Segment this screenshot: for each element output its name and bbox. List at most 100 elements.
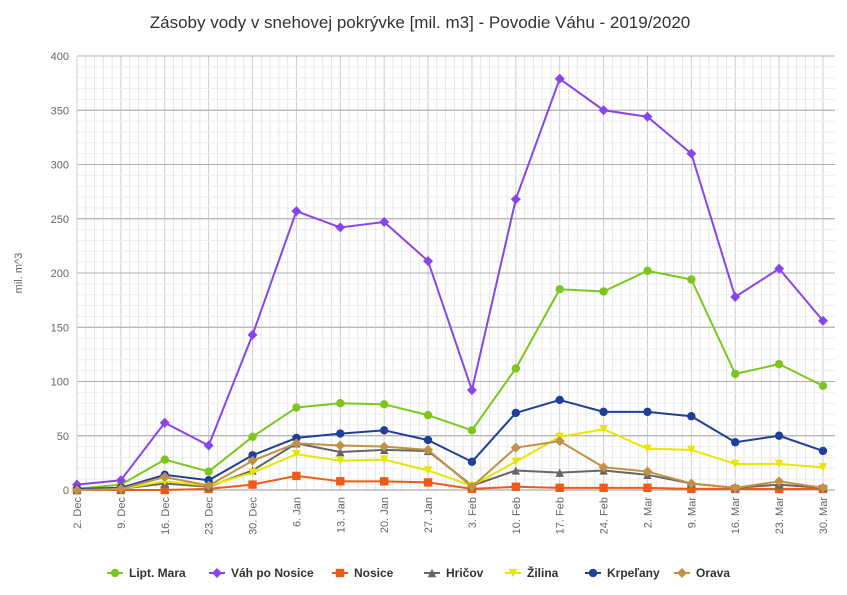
chart-title: Zásoby vody v snehovej pokrývke [mil. m3… — [150, 13, 691, 32]
data-point — [774, 263, 785, 274]
data-point — [687, 445, 696, 455]
x-tick-label: 17. Feb — [555, 497, 567, 534]
series-line — [77, 474, 823, 491]
data-point — [643, 483, 652, 493]
data-point — [203, 440, 214, 451]
x-tick-label: 6. Jan — [291, 497, 303, 527]
data-point — [818, 381, 828, 391]
data-point — [774, 431, 784, 440]
legend-item: Krpeľany — [585, 566, 660, 580]
data-point — [467, 457, 477, 466]
data-point — [203, 480, 214, 491]
data-point — [379, 441, 390, 452]
data-point — [643, 266, 652, 276]
data-point — [335, 440, 346, 451]
data-point — [292, 471, 301, 481]
data-point — [686, 478, 697, 489]
data-point — [510, 194, 521, 205]
y-tick-label: 50 — [57, 431, 69, 443]
data-point — [292, 433, 301, 443]
x-tick-label: 23. Mar — [774, 497, 786, 535]
data-point — [160, 485, 169, 495]
x-tick-label: 20. Jan — [379, 497, 391, 533]
legend-label: Nosice — [354, 566, 394, 580]
series-layer — [72, 73, 828, 495]
data-point — [731, 438, 740, 447]
series-6 — [72, 436, 828, 495]
data-point — [599, 407, 608, 417]
data-point — [335, 222, 346, 233]
x-tick-label: 30. Mar — [818, 497, 830, 535]
legend-item: Orava — [674, 566, 730, 580]
legend-label: Lipt. Mara — [129, 566, 186, 580]
data-point — [730, 291, 741, 302]
y-axis-label: mil. m^3 — [13, 253, 25, 294]
data-point — [642, 466, 653, 477]
x-tick-label: 24. Feb — [599, 497, 611, 534]
axes: 0 50 100 150 200 250 300 350 400 2. Dec 9. Dec 16. … — [13, 51, 830, 535]
data-point — [423, 256, 434, 267]
data-point — [686, 148, 697, 159]
data-point — [818, 482, 828, 493]
y-tick-label: 250 — [51, 214, 69, 226]
data-point — [248, 451, 257, 460]
data-point — [204, 476, 213, 485]
legend-marker — [508, 568, 518, 578]
legend-label: Žilina — [527, 565, 559, 580]
legend-label: Krpeľany — [607, 566, 660, 580]
data-point — [379, 400, 389, 409]
data-point — [598, 462, 609, 473]
data-point — [423, 478, 433, 487]
x-tick-label: 3. Feb — [467, 497, 479, 528]
data-point — [687, 484, 696, 494]
data-point — [336, 429, 345, 438]
data-point — [423, 466, 433, 475]
data-point — [336, 477, 345, 486]
data-point — [774, 476, 785, 487]
x-tick-label: 16. Dec — [160, 497, 172, 535]
data-point — [248, 432, 257, 442]
data-point — [818, 315, 828, 326]
x-tick-label: 9. Dec — [116, 497, 128, 529]
data-point — [642, 111, 653, 122]
legend-item: Nosice — [332, 566, 394, 580]
legend-marker — [110, 568, 120, 578]
data-point — [336, 399, 345, 408]
y-tick-label: 350 — [51, 105, 69, 117]
data-point — [423, 410, 433, 420]
data-point — [818, 463, 828, 472]
y-tick-label: 400 — [51, 51, 69, 63]
data-point — [555, 395, 564, 405]
data-point — [248, 468, 257, 477]
legend-marker — [588, 568, 598, 578]
x-tick-label: 27. Jan — [423, 497, 435, 533]
data-point — [72, 485, 82, 495]
data-point — [555, 285, 564, 294]
legend-item: Lipt. Mara — [107, 566, 186, 580]
y-tick-label: 0 — [63, 485, 69, 497]
data-point — [599, 483, 608, 493]
legend-marker — [212, 568, 222, 578]
x-tick-label: 23. Dec — [204, 497, 216, 535]
data-point — [115, 483, 126, 494]
data-point — [159, 471, 170, 482]
data-point — [511, 482, 521, 491]
data-point — [554, 436, 565, 447]
x-tick-label: 10. Feb — [511, 497, 523, 534]
data-point — [204, 467, 213, 476]
data-point — [511, 408, 521, 418]
data-point — [292, 403, 301, 412]
data-point — [731, 459, 740, 469]
data-point — [336, 456, 345, 465]
y-tick-label: 150 — [51, 322, 69, 334]
data-point — [774, 359, 784, 369]
data-point — [643, 444, 652, 453]
data-point — [510, 442, 521, 453]
data-point — [379, 477, 389, 486]
data-point — [599, 287, 608, 296]
legend-label: Orava — [696, 566, 730, 580]
legend-label: Váh po Nosice — [231, 566, 314, 580]
data-point — [818, 446, 828, 456]
